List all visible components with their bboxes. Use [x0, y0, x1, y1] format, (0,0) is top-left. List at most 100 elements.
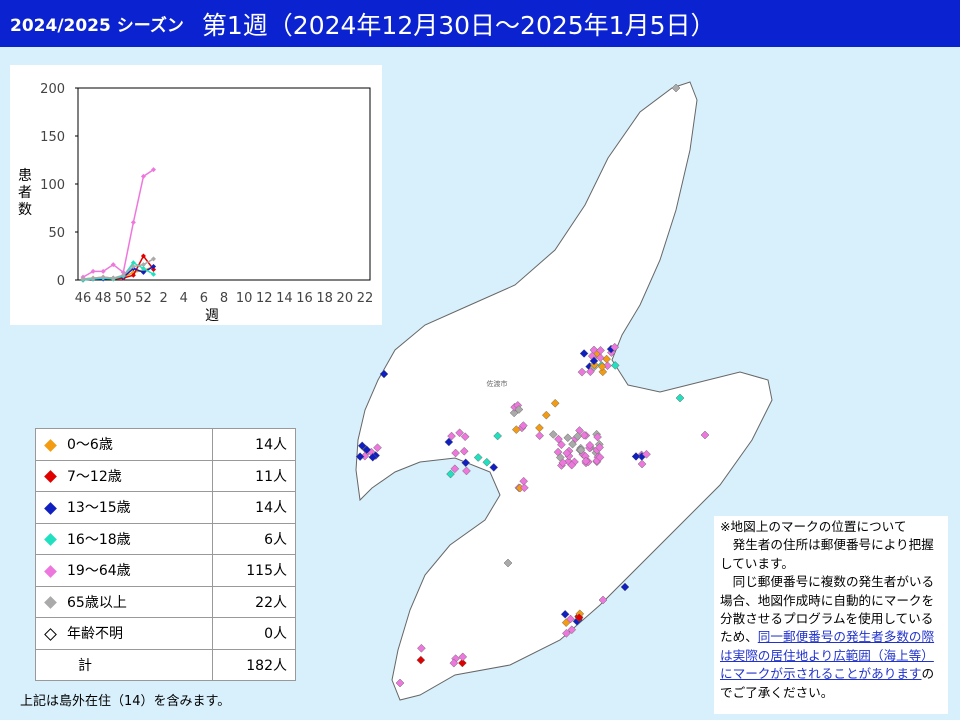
point [151, 256, 157, 262]
cell: 13～15歳 [35, 491, 213, 524]
x-tick-label: 16 [296, 291, 313, 306]
case-marker [416, 655, 426, 665]
case-marker [562, 448, 572, 458]
row: 13～15歳 14人 [35, 491, 296, 524]
count: 11人 [255, 468, 287, 485]
cell: 0～6歳 [35, 428, 213, 461]
case-marker [579, 430, 589, 440]
case-marker [373, 443, 382, 453]
case-marker [446, 469, 455, 479]
case-marker [579, 349, 589, 358]
case-marker [576, 445, 586, 455]
case-marker [489, 463, 499, 472]
case-marker [554, 434, 563, 444]
y-axis-label: 患者数 [18, 168, 32, 218]
case-marker [458, 658, 467, 668]
case-marker [379, 369, 389, 379]
cell: 14人 [212, 428, 296, 461]
note-para: 発生者の住所は郵便番号により把握しています。 [720, 537, 934, 571]
x-tick-label: 18 [316, 291, 333, 306]
note-para: 同じ郵便番号に複数の発生者がいる場合、地図作成時に自動的にマークを分散させるプロ… [720, 573, 944, 702]
cell: 0人 [212, 617, 296, 650]
x-tick-label: 12 [256, 291, 273, 306]
case-marker [586, 367, 595, 377]
case-marker [700, 430, 710, 440]
case-marker [581, 456, 591, 466]
age-label: 7～12歳 [67, 468, 122, 485]
cell: 6人 [212, 522, 296, 555]
case-marker [503, 558, 513, 568]
case-marker [574, 613, 584, 623]
point [140, 262, 146, 268]
case-marker [535, 431, 544, 441]
point [130, 272, 136, 278]
point [130, 264, 136, 270]
point [140, 269, 146, 275]
case-marker [589, 356, 599, 366]
case-marker [417, 643, 426, 653]
case-marker [598, 595, 608, 605]
marker [44, 501, 57, 515]
case-marker [460, 432, 470, 442]
case-marker [568, 439, 577, 449]
case-marker [355, 452, 365, 462]
row: 年齢不明 0人 [35, 617, 296, 650]
count: 14人 [255, 500, 287, 517]
case-marker [511, 425, 521, 434]
case-marker [585, 440, 595, 450]
case-marker [642, 449, 651, 459]
x-tick-label: 50 [115, 291, 132, 306]
case-marker [567, 625, 577, 635]
island [355, 81, 773, 701]
x-axis-label: 週 [205, 308, 219, 324]
age-label: 19～64歳 [67, 563, 131, 580]
case-marker [461, 458, 471, 468]
case-marker [675, 393, 685, 403]
point [140, 265, 146, 271]
case-marker [637, 459, 647, 469]
case-marker [573, 431, 583, 441]
x-tick-label: 2 [159, 291, 167, 306]
cell: 年齢不明 [35, 617, 213, 650]
case-marker [595, 443, 604, 452]
note-link[interactable]: 同一郵便番号の発生者多数の際は実際の居住地より広範囲（海上等）にマークが示される… [720, 629, 935, 682]
case-marker [459, 446, 469, 456]
case-marker [514, 405, 524, 414]
case-marker [482, 457, 492, 467]
case-marker [548, 430, 558, 439]
count: 0人 [264, 626, 287, 643]
point [80, 276, 86, 282]
city-label: 佐渡市 [487, 379, 508, 388]
y-tick-label: 150 [40, 130, 65, 145]
cell: 7～12歳 [35, 459, 213, 492]
row: 0～6歳 14人 [35, 428, 296, 461]
marker [44, 596, 57, 610]
case-marker [563, 433, 573, 443]
case-marker [493, 431, 503, 441]
case-marker [610, 361, 620, 370]
point [151, 266, 157, 272]
case-marker [458, 652, 468, 662]
marker [44, 533, 57, 547]
count: 115人 [246, 563, 287, 580]
y-tick-label: 0 [57, 274, 65, 289]
case-marker [610, 342, 620, 352]
x-tick-label: 52 [135, 291, 152, 306]
note: ※地図上のマークの位置について 発生者の住所は郵便番号により把握しています。 同… [714, 516, 948, 714]
case-marker [566, 614, 575, 624]
x-tick-label: 46 [75, 291, 92, 306]
case-marker [597, 362, 607, 371]
point [151, 167, 157, 173]
case-marker [560, 609, 570, 619]
marker [44, 627, 57, 641]
case-marker [519, 421, 528, 430]
row: 16～18歳 6人 [35, 522, 296, 555]
footnote: 上記は島外在住（14）を含みます。 [20, 694, 231, 709]
row: 65歳以上 22人 [35, 585, 296, 618]
cell: 14人 [212, 491, 296, 524]
x-tick-label: 48 [95, 291, 112, 306]
case-marker [357, 441, 367, 451]
cell: 115人 [212, 554, 296, 587]
